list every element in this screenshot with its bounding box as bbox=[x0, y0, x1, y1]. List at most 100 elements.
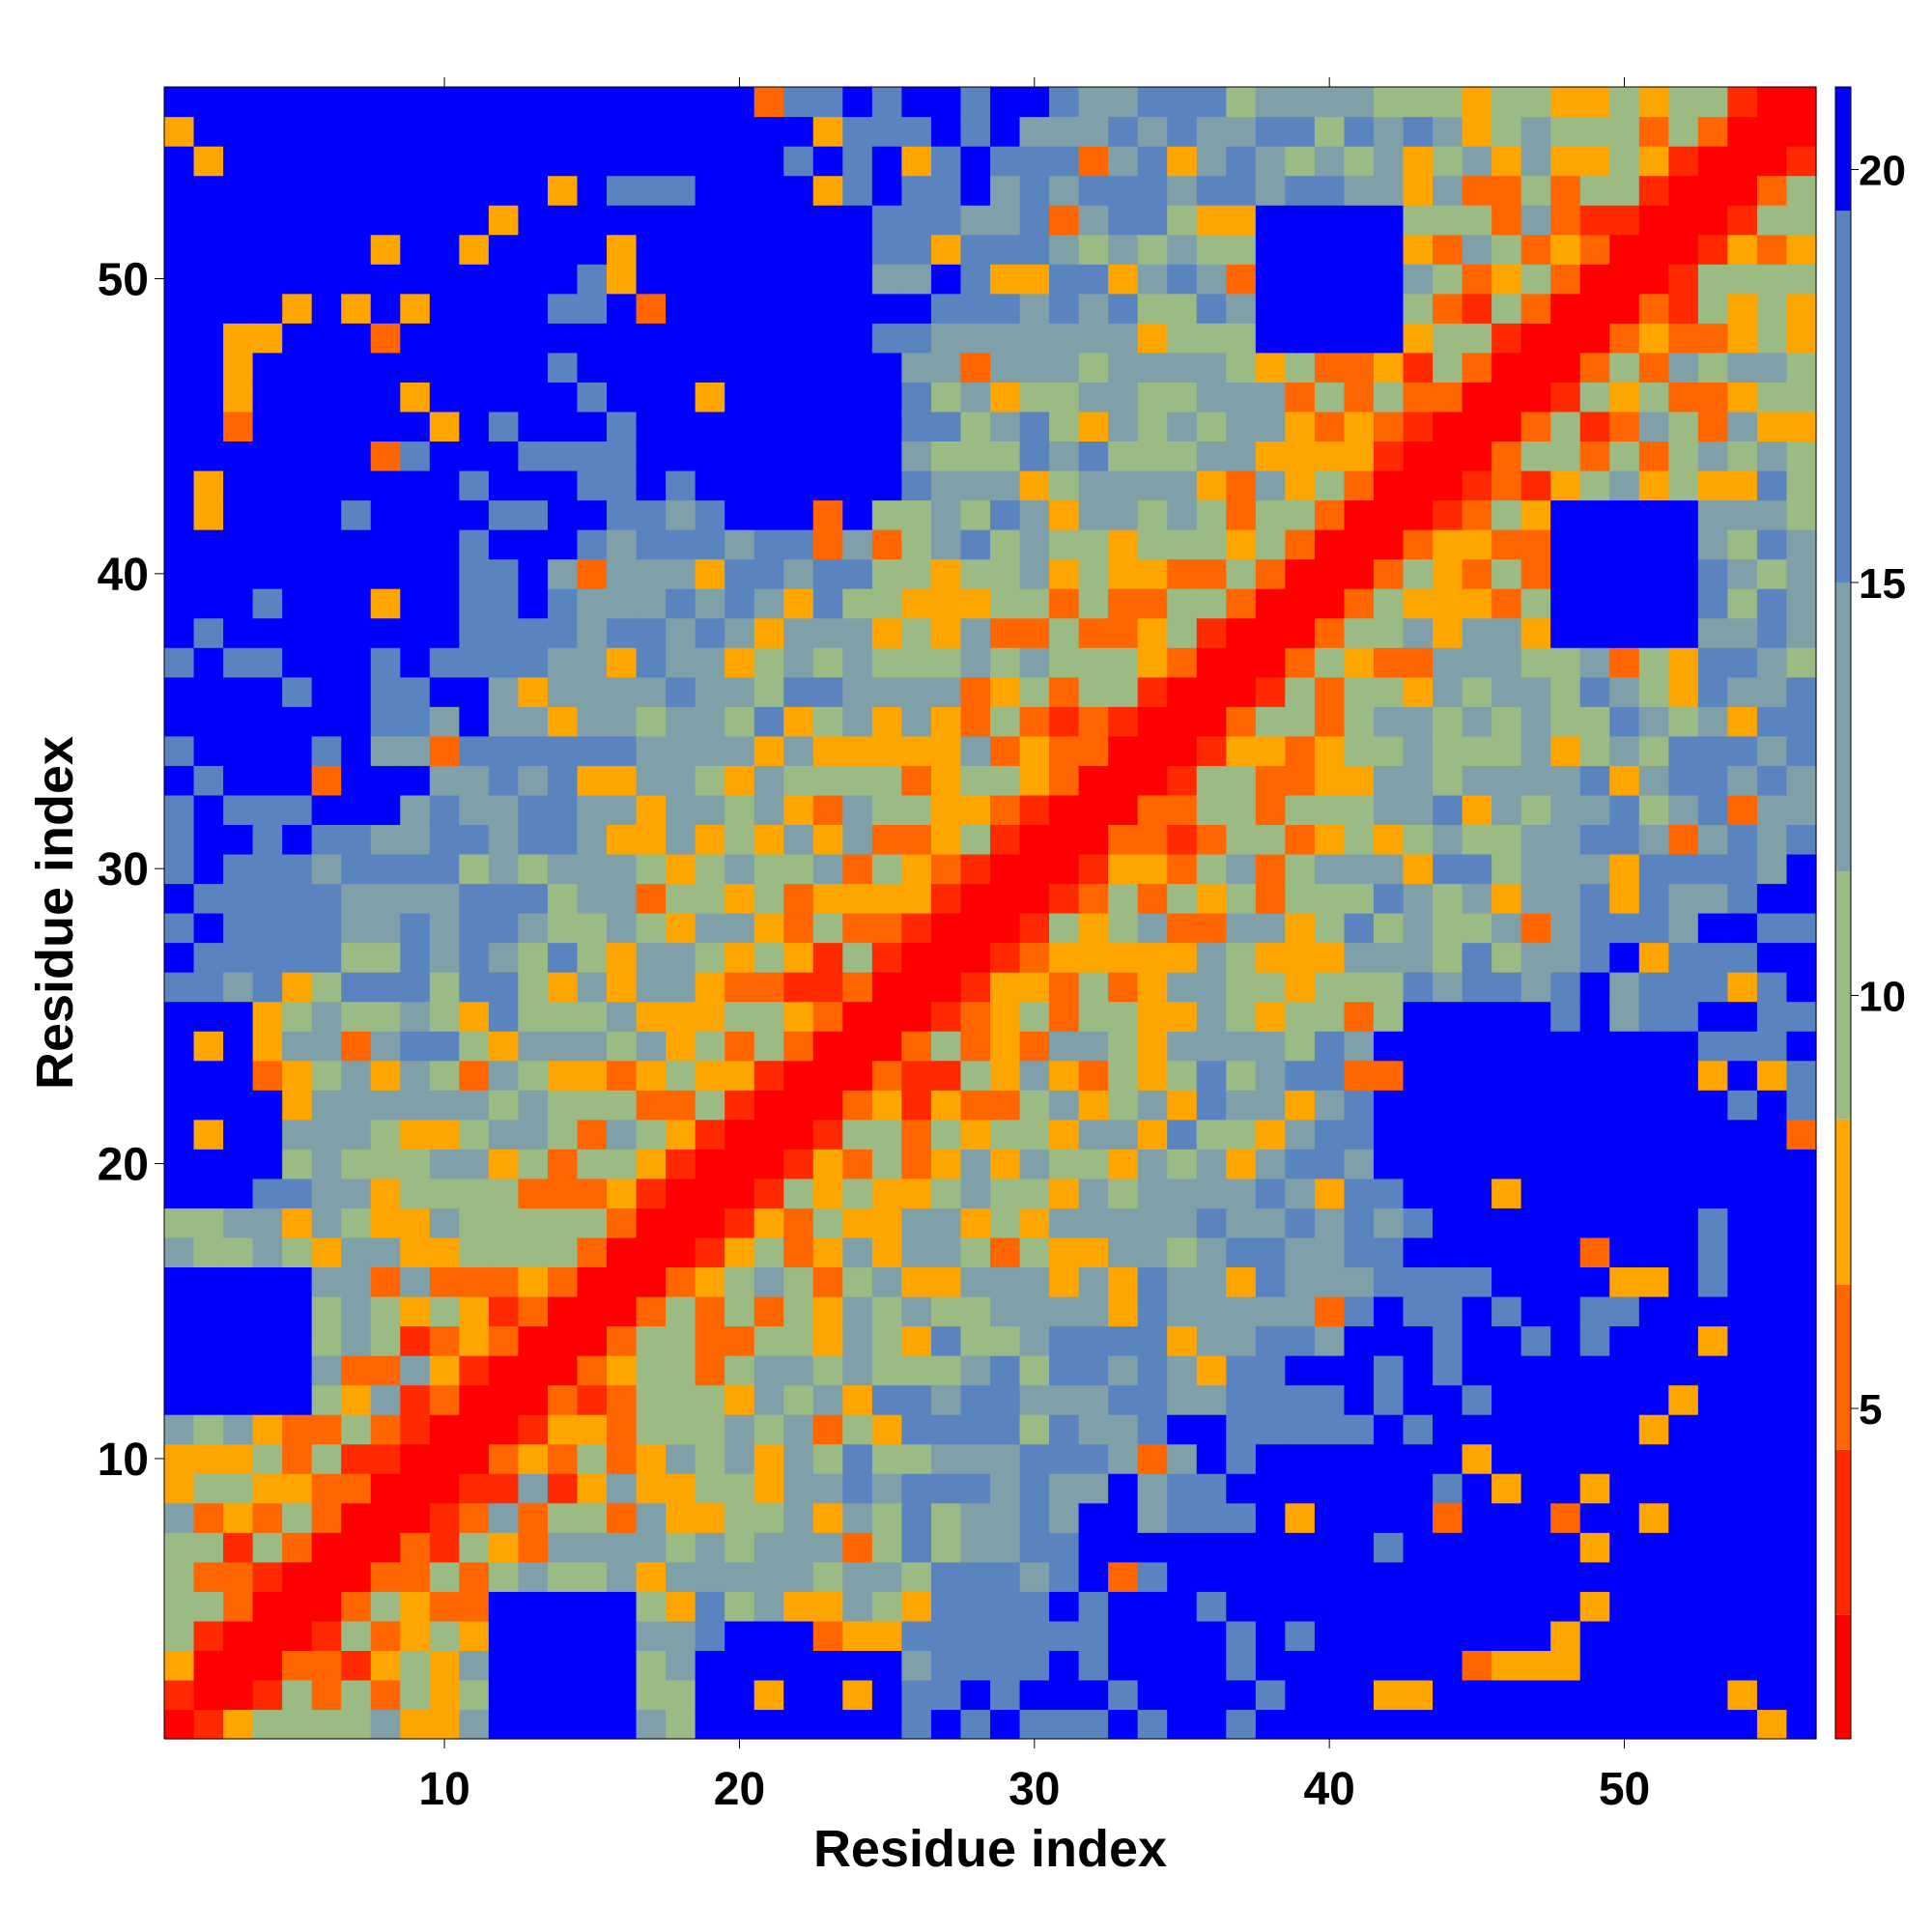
heatmap-cell bbox=[193, 1709, 224, 1740]
heatmap-cell bbox=[812, 1090, 843, 1121]
heatmap-cell bbox=[607, 1591, 638, 1622]
heatmap-cell bbox=[1756, 234, 1788, 265]
heatmap-cell bbox=[1697, 382, 1728, 412]
x-tick-label: 50 bbox=[1599, 1764, 1650, 1815]
heatmap-cell bbox=[695, 1060, 725, 1091]
heatmap-cell bbox=[459, 1473, 490, 1504]
heatmap-cell bbox=[783, 1384, 814, 1415]
heatmap-cell bbox=[695, 1620, 725, 1651]
heatmap-cell bbox=[695, 1208, 725, 1238]
y-tick-label: 20 bbox=[98, 1140, 149, 1191]
heatmap-cell bbox=[1520, 1090, 1551, 1121]
heatmap-cell bbox=[1373, 1443, 1405, 1474]
heatmap-cell bbox=[1403, 588, 1434, 619]
heatmap-cell bbox=[1167, 1355, 1198, 1386]
heatmap-cell bbox=[1285, 234, 1316, 265]
heatmap-cell bbox=[429, 1178, 460, 1208]
heatmap-cell bbox=[724, 1650, 755, 1681]
heatmap-cell bbox=[577, 1502, 608, 1533]
heatmap-cell bbox=[1433, 323, 1463, 354]
heatmap-cell bbox=[1697, 972, 1728, 1003]
heatmap-cell bbox=[1756, 1236, 1788, 1268]
heatmap-cell bbox=[488, 1325, 520, 1356]
heatmap-cell bbox=[1255, 1208, 1286, 1238]
heatmap-cell bbox=[1697, 205, 1728, 236]
heatmap-cell bbox=[1786, 1414, 1817, 1445]
heatmap-cell bbox=[1520, 1561, 1551, 1592]
heatmap-cell bbox=[1786, 853, 1817, 885]
heatmap-cell bbox=[666, 1591, 696, 1622]
heatmap-cell bbox=[1196, 264, 1227, 295]
heatmap-cell bbox=[370, 87, 401, 118]
heatmap-cell bbox=[1550, 1001, 1581, 1032]
heatmap-cell bbox=[193, 1208, 224, 1238]
heatmap-cell bbox=[783, 293, 814, 324]
heatmap-cell bbox=[695, 1414, 725, 1445]
heatmap-cell bbox=[1078, 1561, 1109, 1592]
heatmap-cell bbox=[842, 205, 873, 236]
heatmap-cell bbox=[459, 175, 490, 206]
heatmap-cell bbox=[1520, 87, 1551, 118]
heatmap-cell bbox=[223, 499, 254, 530]
heatmap-cell bbox=[901, 765, 932, 796]
heatmap-cell bbox=[666, 499, 696, 530]
heatmap-cell bbox=[1492, 469, 1522, 501]
heatmap-cell bbox=[1727, 1119, 1758, 1150]
heatmap-cell bbox=[429, 647, 460, 678]
heatmap-cell bbox=[459, 146, 490, 177]
heatmap-cell bbox=[370, 1384, 401, 1415]
heatmap-cell bbox=[282, 883, 313, 914]
heatmap-cell bbox=[1609, 617, 1640, 648]
heatmap-cell bbox=[1697, 676, 1728, 707]
heatmap-cell bbox=[607, 1473, 638, 1504]
heatmap-cell bbox=[607, 1090, 638, 1121]
heatmap-cell bbox=[1550, 1149, 1581, 1179]
heatmap-cell bbox=[1049, 87, 1080, 118]
heatmap-cell bbox=[842, 617, 873, 648]
heatmap-cell bbox=[1344, 853, 1375, 885]
heatmap-cell bbox=[1255, 883, 1286, 914]
heatmap-cell bbox=[1462, 1561, 1492, 1592]
heatmap-cell bbox=[429, 1532, 460, 1563]
heatmap-cell bbox=[783, 1679, 814, 1711]
heatmap-cell bbox=[282, 382, 313, 412]
heatmap-cell bbox=[695, 706, 725, 737]
heatmap-cell bbox=[1462, 588, 1492, 619]
heatmap-cell bbox=[1344, 1561, 1375, 1592]
heatmap-cell bbox=[547, 1031, 579, 1062]
heatmap-cell bbox=[577, 853, 608, 885]
heatmap-cell bbox=[1550, 323, 1581, 354]
heatmap-cell bbox=[1492, 1384, 1522, 1415]
heatmap-cell bbox=[311, 87, 342, 118]
heatmap-cell bbox=[1550, 913, 1581, 944]
heatmap-cell bbox=[960, 588, 991, 619]
heatmap-cell bbox=[547, 323, 579, 354]
heatmap-cell bbox=[1285, 264, 1316, 295]
heatmap-cell bbox=[842, 883, 873, 914]
heatmap-cell bbox=[1196, 558, 1227, 589]
heatmap-cell bbox=[1078, 942, 1109, 973]
heatmap-cell bbox=[607, 617, 638, 648]
heatmap-cell bbox=[1196, 499, 1227, 530]
heatmap-cell bbox=[1668, 1414, 1699, 1445]
heatmap-cell bbox=[577, 116, 608, 147]
heatmap-cell bbox=[753, 1502, 784, 1533]
heatmap-cell bbox=[724, 205, 755, 236]
heatmap-cell bbox=[459, 853, 490, 885]
heatmap-cell bbox=[1344, 499, 1375, 530]
heatmap-cell bbox=[1314, 116, 1346, 147]
heatmap-cell bbox=[1019, 853, 1050, 885]
heatmap-cell bbox=[1403, 824, 1434, 855]
heatmap-cell bbox=[1344, 323, 1375, 354]
heatmap-cell bbox=[1668, 647, 1699, 678]
heatmap-cell bbox=[577, 1295, 608, 1327]
heatmap-cell bbox=[488, 1620, 520, 1651]
heatmap-cell bbox=[1049, 175, 1080, 206]
heatmap-cell bbox=[1668, 264, 1699, 295]
heatmap-cell bbox=[1226, 765, 1257, 796]
heatmap-cell bbox=[753, 558, 784, 589]
heatmap-cell bbox=[783, 765, 814, 796]
heatmap-cell bbox=[223, 411, 254, 442]
heatmap-cell bbox=[400, 1060, 431, 1091]
heatmap-cell bbox=[1550, 1236, 1581, 1268]
